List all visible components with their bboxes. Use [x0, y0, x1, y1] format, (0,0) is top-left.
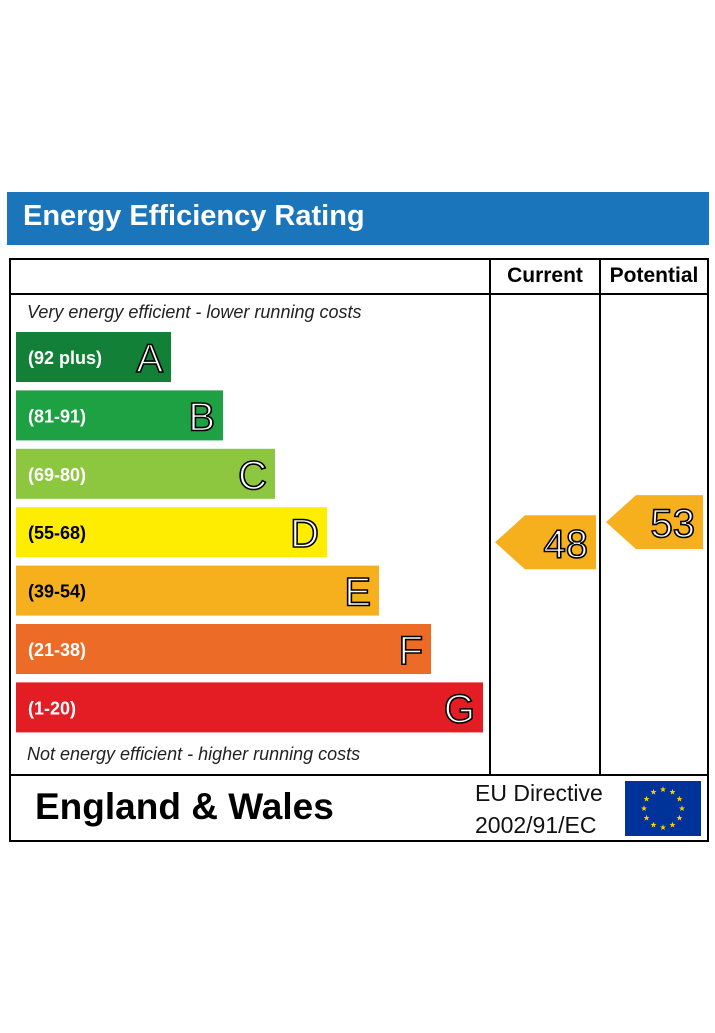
- band-bar-d: [16, 507, 327, 558]
- footer-divider: [11, 774, 707, 776]
- region-label: England & Wales: [35, 786, 334, 827]
- band-range-g: (1-20): [28, 698, 76, 718]
- directive-line-2: 2002/91/EC: [475, 812, 597, 838]
- band-bar-e: [16, 565, 379, 616]
- current-rating-arrow: [495, 515, 596, 570]
- band-bar-g: [16, 682, 483, 733]
- eu-star: [640, 805, 648, 812]
- potential-column-header: Potential: [609, 264, 699, 287]
- band-letter-d: D: [290, 512, 319, 556]
- eu-star: [650, 788, 657, 795]
- eu-star: [659, 786, 667, 793]
- eu-star: [669, 821, 676, 828]
- eu-star: [676, 795, 683, 802]
- eu-star: [650, 821, 657, 828]
- eu-star: [678, 805, 686, 812]
- band-range-d: (55-68): [28, 523, 86, 543]
- band-letter-g: G: [444, 687, 475, 731]
- band-bar-f: [16, 624, 431, 674]
- potential-column-divider: [599, 260, 601, 774]
- band-range-f: (21-38): [28, 640, 86, 660]
- band-bar-a: [16, 332, 171, 382]
- potential-rating-arrow: [606, 495, 703, 550]
- band-range-b: (81-91): [28, 406, 86, 426]
- eu-stars: [640, 786, 686, 831]
- eu-flag-icon: [625, 781, 701, 836]
- current-column-header: Current: [507, 264, 583, 287]
- band-range-a: (92 plus): [28, 348, 102, 368]
- eu-star: [659, 824, 667, 831]
- eu-star: [676, 814, 683, 821]
- directive-line-1: EU Directive: [475, 780, 603, 806]
- eu-star: [643, 795, 650, 802]
- band-letter-b: B: [188, 395, 215, 439]
- band-letter-c: C: [238, 454, 267, 498]
- current-column-divider: [489, 260, 491, 774]
- band-letter-a: A: [136, 337, 163, 381]
- header-bar: Energy Efficiency Rating: [7, 192, 709, 245]
- band-letter-f: F: [399, 629, 423, 673]
- band-range-e: (39-54): [28, 582, 86, 602]
- potential-rating-value: 53: [651, 502, 696, 546]
- band-range-c: (69-80): [28, 465, 86, 485]
- eu-star: [643, 814, 650, 821]
- band-bar-b: [16, 390, 223, 441]
- bottom-note: Not energy efficient - higher running co…: [27, 744, 361, 764]
- header-row-divider: [11, 293, 707, 295]
- band-letter-e: E: [344, 571, 371, 615]
- top-note: Very energy efficient - lower running co…: [27, 302, 362, 322]
- rating-frame: Current Potential Very energy efficient …: [9, 258, 709, 842]
- current-rating-value: 48: [544, 522, 589, 566]
- band-bar-c: [16, 448, 275, 499]
- eu-star: [669, 788, 676, 795]
- page-title: Energy Efficiency Rating: [23, 200, 365, 232]
